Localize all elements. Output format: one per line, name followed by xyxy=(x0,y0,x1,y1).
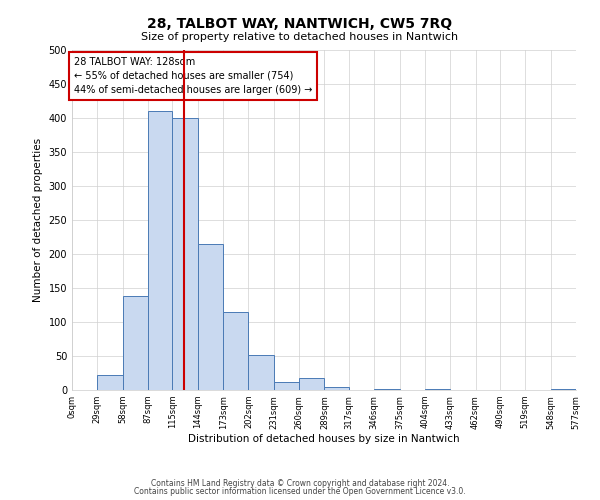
Bar xyxy=(148,111,172,390)
Text: 28, TALBOT WAY, NANTWICH, CW5 7RQ: 28, TALBOT WAY, NANTWICH, CW5 7RQ xyxy=(148,18,452,32)
Bar xyxy=(274,382,299,390)
Bar xyxy=(248,354,274,390)
X-axis label: Distribution of detached houses by size in Nantwich: Distribution of detached houses by size … xyxy=(188,434,460,444)
Bar xyxy=(122,296,148,390)
Y-axis label: Number of detached properties: Number of detached properties xyxy=(33,138,43,302)
Bar xyxy=(325,386,349,390)
Bar xyxy=(299,378,325,390)
Bar xyxy=(172,118,198,390)
Bar xyxy=(223,312,248,390)
Text: Size of property relative to detached houses in Nantwich: Size of property relative to detached ho… xyxy=(142,32,458,42)
Bar xyxy=(198,244,223,390)
Text: Contains HM Land Registry data © Crown copyright and database right 2024.: Contains HM Land Registry data © Crown c… xyxy=(151,478,449,488)
Text: Contains public sector information licensed under the Open Government Licence v3: Contains public sector information licen… xyxy=(134,487,466,496)
Text: 28 TALBOT WAY: 128sqm
← 55% of detached houses are smaller (754)
44% of semi-det: 28 TALBOT WAY: 128sqm ← 55% of detached … xyxy=(74,57,312,95)
Bar xyxy=(97,375,122,390)
